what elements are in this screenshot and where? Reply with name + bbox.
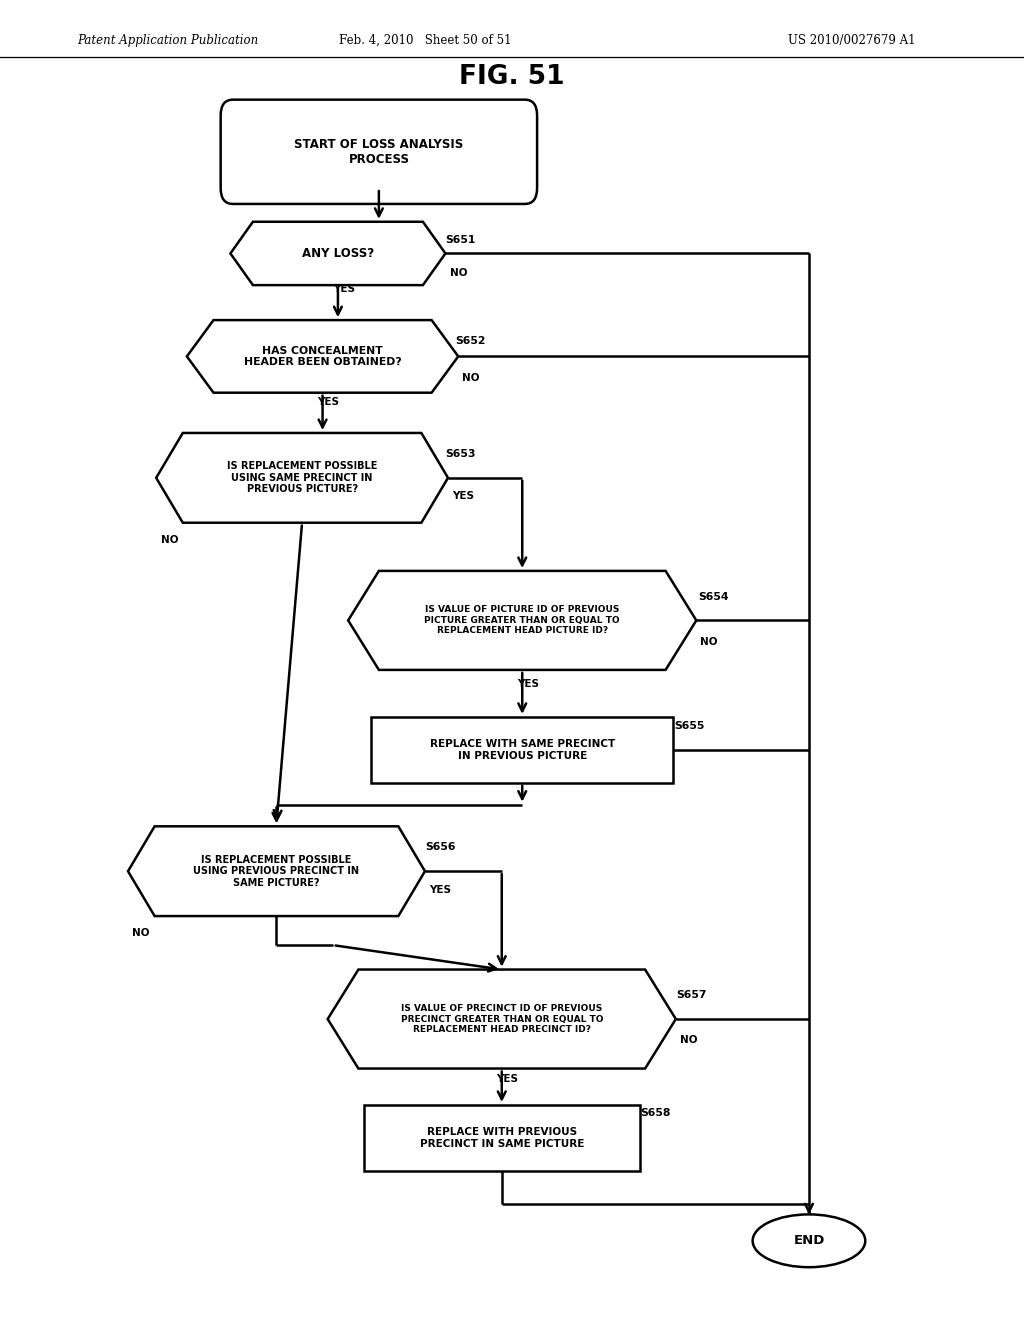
Polygon shape xyxy=(186,321,459,393)
Text: NO: NO xyxy=(162,535,179,545)
Text: IS REPLACEMENT POSSIBLE
USING SAME PRECINCT IN
PREVIOUS PICTURE?: IS REPLACEMENT POSSIBLE USING SAME PRECI… xyxy=(227,461,377,495)
Text: REPLACE WITH PREVIOUS
PRECINCT IN SAME PICTURE: REPLACE WITH PREVIOUS PRECINCT IN SAME P… xyxy=(420,1127,584,1148)
Text: S658: S658 xyxy=(640,1107,671,1118)
Text: S656: S656 xyxy=(425,842,456,853)
FancyBboxPatch shape xyxy=(221,100,537,205)
Text: Feb. 4, 2010   Sheet 50 of 51: Feb. 4, 2010 Sheet 50 of 51 xyxy=(339,34,511,46)
Text: END: END xyxy=(794,1234,824,1247)
Text: S657: S657 xyxy=(676,990,707,1001)
Text: HAS CONCEALMENT
HEADER BEEN OBTAINED?: HAS CONCEALMENT HEADER BEEN OBTAINED? xyxy=(244,346,401,367)
Text: S651: S651 xyxy=(445,235,476,246)
Text: NO: NO xyxy=(132,928,150,939)
Text: ANY LOSS?: ANY LOSS? xyxy=(302,247,374,260)
Text: S655: S655 xyxy=(674,721,705,731)
Text: YES: YES xyxy=(317,397,339,408)
Text: FIG. 51: FIG. 51 xyxy=(459,63,565,90)
Text: NO: NO xyxy=(700,636,718,647)
Polygon shape xyxy=(128,826,425,916)
Bar xyxy=(364,1105,640,1171)
Text: YES: YES xyxy=(429,884,451,895)
Text: S652: S652 xyxy=(456,335,486,346)
Ellipse shape xyxy=(753,1214,865,1267)
Text: Patent Application Publication: Patent Application Publication xyxy=(77,34,258,46)
Text: IS REPLACEMENT POSSIBLE
USING PREVIOUS PRECINCT IN
SAME PICTURE?: IS REPLACEMENT POSSIBLE USING PREVIOUS P… xyxy=(194,854,359,888)
Text: YES: YES xyxy=(497,1073,518,1084)
Text: IS VALUE OF PRECINCT ID OF PREVIOUS
PRECINCT GREATER THAN OR EQUAL TO
REPLACEMEN: IS VALUE OF PRECINCT ID OF PREVIOUS PREC… xyxy=(400,1005,603,1034)
Text: NO: NO xyxy=(680,1035,697,1045)
Text: IS VALUE OF PICTURE ID OF PREVIOUS
PICTURE GREATER THAN OR EQUAL TO
REPLACEMENT : IS VALUE OF PICTURE ID OF PREVIOUS PICTU… xyxy=(424,606,621,635)
Bar xyxy=(372,717,674,783)
Polygon shape xyxy=(348,570,696,671)
Text: S654: S654 xyxy=(698,591,729,602)
Text: START OF LOSS ANALYSIS
PROCESS: START OF LOSS ANALYSIS PROCESS xyxy=(294,137,464,166)
Text: US 2010/0027679 A1: US 2010/0027679 A1 xyxy=(788,34,916,46)
Polygon shape xyxy=(328,969,676,1069)
Text: YES: YES xyxy=(333,284,354,294)
Polygon shape xyxy=(230,222,445,285)
Text: NO: NO xyxy=(463,372,480,383)
Text: NO: NO xyxy=(450,268,467,279)
Text: YES: YES xyxy=(453,491,474,502)
Text: S653: S653 xyxy=(445,449,476,459)
Text: YES: YES xyxy=(517,678,539,689)
Polygon shape xyxy=(156,433,449,523)
Text: REPLACE WITH SAME PRECINCT
IN PREVIOUS PICTURE: REPLACE WITH SAME PRECINCT IN PREVIOUS P… xyxy=(430,739,614,760)
